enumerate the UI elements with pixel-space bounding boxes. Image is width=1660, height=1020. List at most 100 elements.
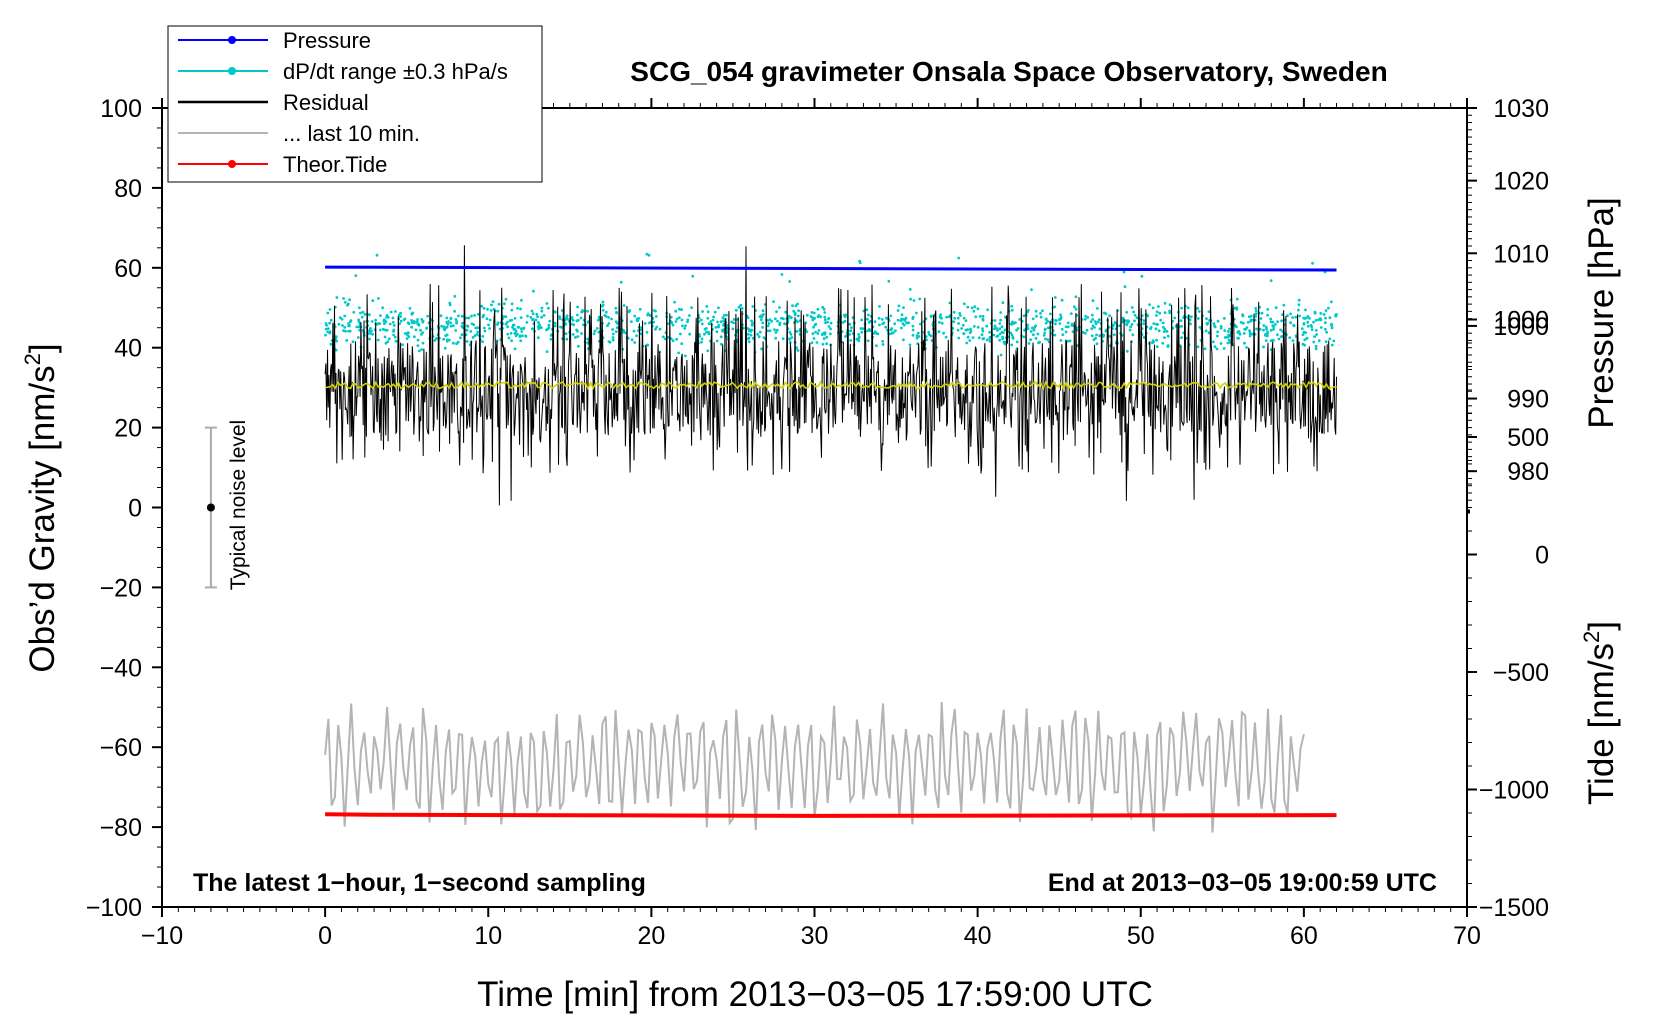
dpdt-point bbox=[761, 326, 764, 329]
dpdt-point bbox=[611, 338, 615, 342]
dpdt-point bbox=[1301, 333, 1305, 336]
dpdt-point bbox=[776, 319, 779, 323]
dpdt-point bbox=[1317, 339, 1321, 343]
dpdt-point bbox=[793, 311, 797, 315]
dpdt-point bbox=[1271, 324, 1275, 328]
dpdt-point bbox=[911, 328, 915, 332]
legend-marker bbox=[228, 67, 236, 75]
dpdt-point bbox=[460, 324, 464, 328]
dpdt-point bbox=[383, 335, 387, 339]
dpdt-point bbox=[998, 332, 1002, 336]
legend-marker bbox=[228, 160, 236, 168]
dpdt-point bbox=[1003, 328, 1007, 332]
dpdt-point bbox=[916, 331, 920, 335]
dpdt-point bbox=[1332, 339, 1336, 343]
dpdt-point bbox=[1266, 308, 1270, 311]
dpdt-point bbox=[761, 321, 765, 325]
dpdt-point bbox=[371, 332, 375, 336]
dpdt-point bbox=[734, 308, 738, 312]
dpdt-point bbox=[1242, 332, 1246, 335]
dpdt-point bbox=[1286, 314, 1289, 318]
dpdt-point bbox=[711, 318, 715, 322]
dpdt-point bbox=[971, 336, 975, 339]
dpdt-point bbox=[1219, 342, 1223, 345]
dpdt-point bbox=[592, 332, 596, 336]
dpdt-point bbox=[1142, 322, 1146, 326]
dpdt-point bbox=[579, 316, 583, 320]
dpdt-point bbox=[1033, 326, 1037, 329]
dpdt-point bbox=[671, 323, 675, 327]
y-tick-label: 80 bbox=[114, 175, 142, 203]
dpdt-point bbox=[537, 321, 540, 324]
dpdt-point bbox=[604, 310, 608, 314]
dpdt-point bbox=[328, 331, 332, 335]
axis-ticks: −10 0 10 20 30 40 50 60 70−100−80−60−40−20020406… bbox=[86, 95, 1549, 950]
dpdt-point bbox=[1236, 336, 1240, 340]
dpdt-point bbox=[470, 322, 474, 326]
dpdt-point bbox=[821, 342, 825, 346]
dpdt-point bbox=[1112, 323, 1115, 327]
tide-tick-label: 500 bbox=[1507, 424, 1549, 452]
dpdt-point bbox=[1246, 320, 1250, 324]
dpdt-point bbox=[565, 337, 569, 341]
dpdt-point bbox=[357, 318, 360, 322]
dpdt-point bbox=[927, 333, 931, 336]
dpdt-point bbox=[1215, 347, 1219, 351]
dpdt-point bbox=[1166, 344, 1170, 347]
dpdt-point bbox=[576, 318, 580, 322]
y-tick-label: −60 bbox=[100, 734, 142, 762]
dpdt-point bbox=[1306, 324, 1310, 328]
dpdt-point bbox=[337, 322, 341, 326]
dpdt-point bbox=[993, 327, 996, 331]
dpdt-point bbox=[1277, 337, 1281, 341]
dpdt-point bbox=[658, 327, 662, 331]
dpdt-point bbox=[385, 328, 389, 332]
dpdt-point bbox=[1272, 327, 1275, 331]
dpdt-point bbox=[529, 316, 533, 319]
dpdt-point bbox=[1126, 321, 1130, 324]
dpdt-point bbox=[683, 327, 687, 330]
dpdt-point bbox=[492, 307, 496, 311]
dpdt-point bbox=[355, 325, 359, 329]
dpdt-point bbox=[513, 332, 517, 335]
dpdt-point bbox=[811, 318, 815, 322]
dpdt-point bbox=[707, 331, 711, 334]
dpdt-point bbox=[878, 305, 881, 308]
dpdt-point bbox=[1186, 306, 1190, 310]
dpdt-point bbox=[1334, 313, 1337, 317]
dpdt-point bbox=[750, 323, 754, 327]
dpdt-point bbox=[1016, 327, 1020, 330]
dpdt-point bbox=[688, 332, 692, 336]
dpdt-point bbox=[909, 297, 912, 301]
dpdt-point bbox=[520, 298, 523, 302]
dpdt-point bbox=[473, 314, 476, 317]
dpdt-point bbox=[326, 311, 330, 315]
dpdt-point bbox=[675, 317, 679, 321]
dpdt-point bbox=[371, 299, 375, 303]
dpdt-point bbox=[1274, 306, 1278, 310]
dpdt-point bbox=[964, 319, 968, 322]
dpdt-point bbox=[1053, 296, 1057, 299]
dpdt-point bbox=[739, 303, 743, 307]
dpdt-point bbox=[1060, 298, 1064, 302]
dpdt-point bbox=[962, 316, 966, 320]
dpdt-point bbox=[1010, 343, 1014, 347]
legend-label: Theor.Tide bbox=[283, 152, 387, 177]
dpdt-point bbox=[1039, 312, 1042, 315]
dpdt-point bbox=[957, 322, 960, 325]
dpdt-point bbox=[405, 337, 409, 340]
dpdt-point bbox=[968, 339, 972, 342]
dpdt-point bbox=[757, 335, 761, 339]
dpdt-point bbox=[1243, 341, 1246, 345]
dpdt-point bbox=[1180, 336, 1183, 339]
dpdt-point bbox=[377, 297, 380, 300]
dpdt-point bbox=[905, 321, 909, 325]
dpdt-point bbox=[1046, 338, 1050, 342]
dpdt-point bbox=[819, 315, 823, 319]
dpdt-point bbox=[570, 316, 574, 319]
dpdt-point bbox=[451, 324, 455, 327]
dpdt-point bbox=[1254, 315, 1258, 318]
x-tick-label: 70 bbox=[1453, 922, 1481, 950]
dpdt-point bbox=[706, 316, 710, 320]
dpdt-point bbox=[343, 314, 347, 318]
